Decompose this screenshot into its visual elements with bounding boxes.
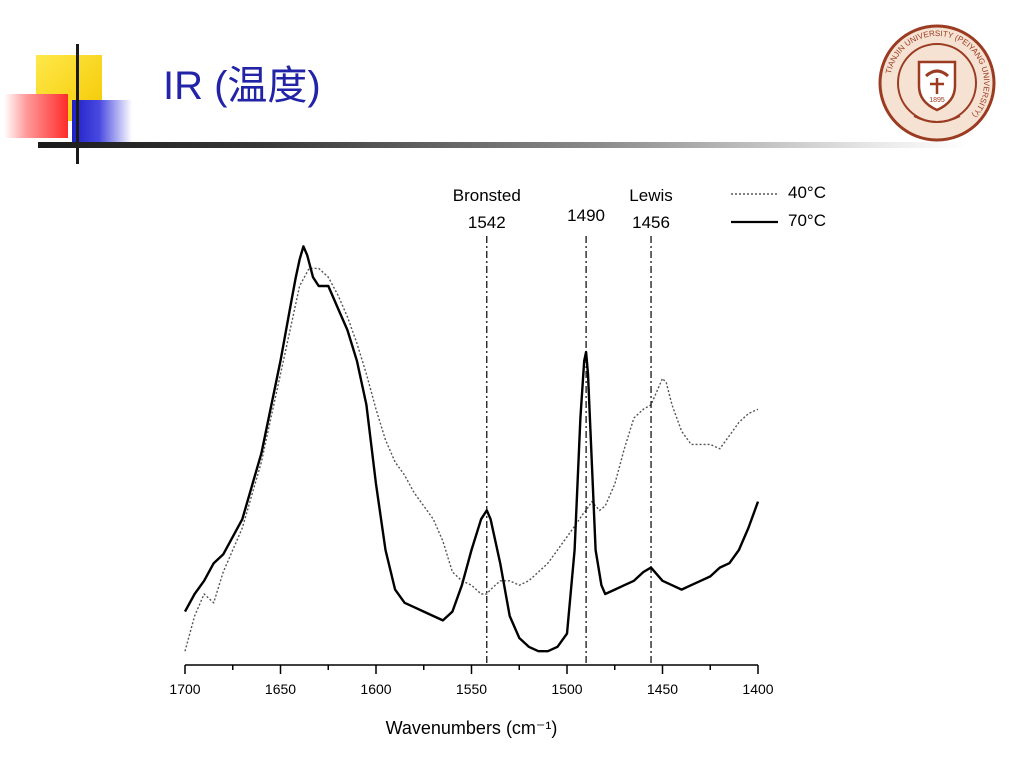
x-tick-label: 1450 <box>647 681 678 697</box>
slide-title: IR (温度) <box>163 64 321 108</box>
series-line-40-c <box>184 267 759 652</box>
legend: 40°C 70°C <box>731 183 826 230</box>
annotation-value-1490: 1490 <box>567 206 605 225</box>
annotation-name-bronsted: Bronsted <box>453 186 521 205</box>
annotation-name-lewis: Lewis <box>629 186 672 205</box>
x-tick-label: 1600 <box>360 681 391 697</box>
annotation-layer: Bronsted 1542 1490 Lewis 1456 <box>453 186 673 665</box>
annotation-value-1456: 1456 <box>632 213 670 232</box>
x-tick-layer: 1700 1650 1600 1550 1500 1450 1400 <box>169 665 774 697</box>
x-tick-label: 1650 <box>265 681 296 697</box>
decor-blue-square <box>72 100 132 148</box>
title-underline <box>38 142 968 148</box>
x-tick-label: 1700 <box>169 681 200 697</box>
x-axis-label: Wavenumbers (cm⁻¹) <box>386 718 558 738</box>
seal-emblem-glyph <box>924 69 950 78</box>
series-line-70-c <box>183 245 760 653</box>
seal-calligraphy-icon <box>913 115 961 123</box>
series-layer <box>183 245 760 653</box>
legend-label-70-c: 70°C <box>788 211 826 230</box>
university-seal-logo: TIANJIN UNIVERSITY (PEIYANG UNIVERSITY) … <box>878 24 996 142</box>
decor-vertical-rule <box>76 44 79 164</box>
decor-red-gradient <box>4 94 68 138</box>
seal-year: 1895 <box>929 97 945 104</box>
x-tick-label: 1400 <box>742 681 773 697</box>
annotation-value-1542: 1542 <box>468 213 506 232</box>
x-tick-label: 1500 <box>551 681 582 697</box>
legend-label-40-c: 40°C <box>788 183 826 202</box>
x-tick-label: 1550 <box>456 681 487 697</box>
